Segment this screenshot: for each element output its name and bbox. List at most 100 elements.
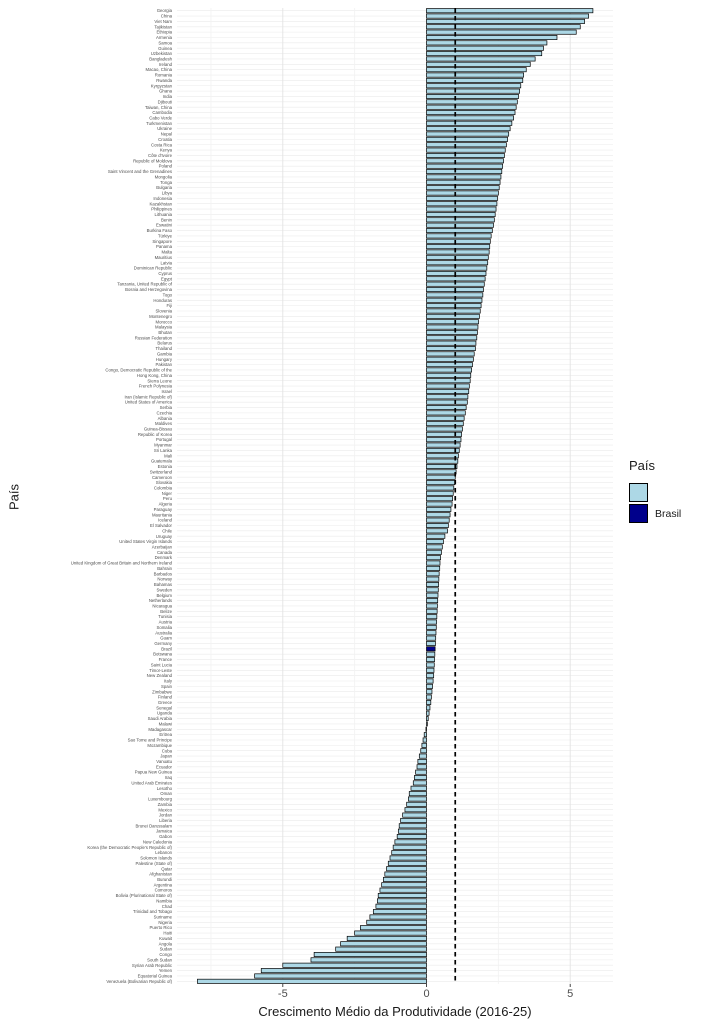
bar-Mexico <box>404 807 427 813</box>
bar-Italy <box>426 678 434 684</box>
country-label: United Arab Emirates <box>131 780 172 785</box>
country-label: Libya <box>162 191 173 196</box>
country-label: Gambia <box>157 351 173 356</box>
country-label: Nepal <box>161 132 172 137</box>
bar-Austria <box>426 619 437 625</box>
bar-Indonesia <box>426 195 498 201</box>
bar-Malawi <box>426 721 428 727</box>
country-label: Nigeria <box>158 920 172 925</box>
country-label: Azerbaijan <box>152 544 173 549</box>
bar-Mali <box>426 453 459 459</box>
country-label: Kazakhstan <box>150 201 173 206</box>
bar-Mauritania <box>426 512 451 518</box>
bar-Palestine (State of) <box>387 860 427 866</box>
bar-Georgia <box>426 8 594 14</box>
x-tick-label-five: 5 <box>567 988 574 1000</box>
bar-Qatar <box>386 866 427 872</box>
country-label: Puerto Rico <box>150 925 173 930</box>
country-label: Eswatini <box>156 223 172 228</box>
country-label: Somalia <box>156 625 172 630</box>
bar-Norway <box>426 576 440 582</box>
bar-Somalia <box>426 624 437 630</box>
bar-Saint Vincent and the Grenadines <box>426 169 503 175</box>
bar-Bahrain <box>426 565 441 571</box>
country-label: Croatia <box>158 137 172 142</box>
country-label: French Polynesia <box>139 384 173 389</box>
country-label: Equatorial Guinea <box>138 974 173 979</box>
bar-Brazil <box>426 646 436 652</box>
country-label: Panama <box>156 244 173 249</box>
country-label: Czechia <box>156 410 172 415</box>
bar-Viet Nam <box>426 18 585 24</box>
bar-Japan <box>418 753 427 759</box>
bar-Cuba <box>420 748 427 754</box>
bar-Trinidad and Tobago <box>372 909 427 915</box>
bar-Finland <box>426 694 432 700</box>
bar-Benin <box>426 217 495 223</box>
country-label: Switzerland <box>150 469 173 474</box>
bar-Samoa <box>426 40 548 46</box>
bar-France <box>426 657 435 663</box>
bar-Taiwan, China <box>426 104 517 110</box>
country-label: Syrian Arab Republic <box>132 963 173 968</box>
country-label: Taiwan, China <box>145 105 173 110</box>
country-label: Bahrain <box>157 566 172 571</box>
country-label: Vanuatu <box>156 759 172 764</box>
country-label: Barbados <box>154 571 172 576</box>
bar-Cameroon <box>426 474 456 480</box>
bar-Equatorial Guinea <box>254 973 427 979</box>
bar-Uruguay <box>426 533 446 539</box>
country-label: Paraguay <box>154 507 173 512</box>
country-label: Zimbabwe <box>152 689 172 694</box>
bar-Tonga <box>426 179 501 185</box>
bar-Solomon Islands <box>389 855 427 861</box>
bar-Uganda <box>426 710 430 716</box>
bar-Zimbabwe <box>426 689 433 695</box>
country-label: Georgia <box>157 8 173 13</box>
country-label: Belize <box>160 609 172 614</box>
country-label: Eritrea <box>159 732 172 737</box>
country-label: Saint Vincent and the Grenadines <box>108 169 172 174</box>
country-label: Latvia <box>161 260 173 265</box>
bar-Cyprus <box>426 270 487 276</box>
bar-Greece <box>426 699 432 705</box>
country-label: Qatar <box>161 866 172 871</box>
country-label: Belarus <box>157 341 172 346</box>
bar-French Polynesia <box>426 383 470 389</box>
bar-Botswana <box>426 651 436 657</box>
country-label: Saudi Arabia <box>148 716 173 721</box>
country-label: United Kingdom of Great Britain and Nort… <box>71 561 173 566</box>
bar-Russian Federation <box>426 335 478 341</box>
country-label: Venezuela (Bolivarian Republic of) <box>106 979 172 984</box>
country-label: Congo, Democratic Republic of the <box>105 368 172 373</box>
bar-United Arab Emirates <box>412 780 427 786</box>
bar-Yemen <box>260 968 427 974</box>
bar-Niger <box>426 490 454 496</box>
bar-Switzerland <box>426 469 457 475</box>
bar-Ireland <box>426 61 531 67</box>
bar-Maldives <box>426 421 464 427</box>
country-label: Malta <box>161 250 172 255</box>
country-label: Samoa <box>158 40 172 45</box>
country-label: Türkiye <box>158 233 173 238</box>
country-label: New Caledonia <box>143 839 173 844</box>
bar-Oman <box>408 791 427 797</box>
bar-Costa Rica <box>426 142 507 148</box>
country-label: Thailand <box>156 346 173 351</box>
country-label: Bahamas <box>154 582 172 587</box>
country-label: Cuba <box>162 748 173 753</box>
country-label: Viet Nam <box>154 19 172 24</box>
country-label: Gabon <box>159 834 173 839</box>
country-label: Brunei Darussalam <box>135 823 172 828</box>
country-label: Republic of Korea <box>138 432 173 437</box>
bar-Guam <box>426 635 437 641</box>
country-label: France <box>159 657 173 662</box>
country-label: Spain <box>161 684 173 689</box>
country-label: Niger <box>162 491 173 496</box>
bar-Lebanon <box>391 850 427 856</box>
bar-Malta <box>426 249 490 255</box>
country-label: Luxembourg <box>148 797 172 802</box>
bar-Guatemala <box>426 458 459 464</box>
country-label: Pakistan <box>156 362 173 367</box>
country-label: Honduras <box>153 298 172 303</box>
